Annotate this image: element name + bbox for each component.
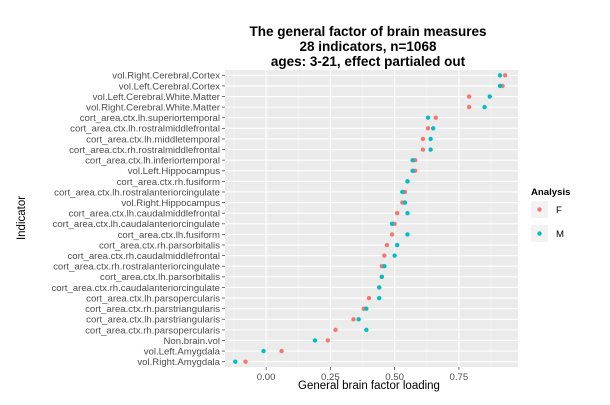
data-point-m	[405, 179, 410, 184]
y-tick-label: cort_area.ctx.rh.caudalanteriorcingulate	[51, 283, 220, 294]
data-point-m	[430, 126, 436, 131]
gridlines	[225, 70, 518, 367]
legend: Analysis F M	[531, 187, 570, 242]
data-points	[233, 73, 508, 364]
chart-title-line-1: The general factor of brain measures	[249, 24, 486, 39]
legend-label-m: M	[556, 229, 564, 240]
data-point-m	[395, 242, 400, 248]
y-tick-label: cort_area.ctx.rh.parsopercularis	[85, 325, 220, 336]
panel-background	[225, 70, 518, 367]
y-axis-tick-labels: vol.Right.Cerebral.Cortexvol.Left.Cerebr…	[51, 71, 225, 368]
y-tick-label: cort_area.ctx.lh.parstriangularis	[86, 315, 220, 326]
data-point-f	[389, 232, 395, 237]
y-tick-label: Non.brain.vol	[163, 336, 220, 347]
y-tick-label: cort_area.ctx.rh.rostralmiddlefrontal	[69, 145, 220, 156]
y-tick-label: cort_area.ctx.lh.rostralanteriorcingulat…	[54, 187, 220, 198]
y-tick-label: cort_area.ctx.rh.parstriangularis	[85, 304, 220, 315]
data-point-m	[405, 210, 410, 216]
data-point-m	[356, 317, 361, 322]
data-point-f	[333, 327, 338, 333]
y-tick-label: cort_area.ctx.rh.fusiform	[117, 177, 220, 188]
data-point-m	[410, 168, 415, 173]
data-point-m	[497, 73, 503, 78]
y-axis-title: Indicator	[16, 196, 28, 240]
y-tick-label: cort_area.ctx.lh.superiortemporal	[80, 113, 220, 124]
data-point-m	[487, 94, 492, 99]
legend-label-f: F	[556, 205, 562, 216]
y-tick-label: cort_area.ctx.lh.rostralmiddlefrontal	[70, 124, 220, 135]
data-point-m	[402, 200, 408, 205]
data-point-f	[325, 338, 331, 343]
y-tick-label: cort_area.ctx.lh.parsorbitalis	[100, 272, 220, 283]
y-tick-label: cort_area.ctx.lh.parsopercularis	[86, 293, 220, 304]
x-tick-label: 0.00	[257, 372, 276, 383]
y-tick-label: cort_area.ctx.lh.fusiform	[118, 230, 220, 241]
data-point-f	[395, 210, 400, 216]
chart-title-line-3: ages: 3-21, effect partialed out	[271, 54, 466, 69]
y-tick-label: vol.Right.Cerebral.Cortex	[112, 71, 220, 82]
data-point-m	[428, 147, 433, 152]
y-tick-label: cort_area.ctx.lh.caudalanteriorcingulate	[53, 219, 220, 230]
data-point-f	[466, 104, 472, 110]
data-point-f	[502, 73, 508, 78]
y-tick-label: vol.Right.Cerebral.White.Matter	[86, 103, 221, 114]
x-tick-label: 0.25	[321, 372, 340, 383]
y-tick-label: cort_area.ctx.rh.parsorbitalis	[99, 240, 220, 251]
data-point-f	[466, 94, 472, 99]
data-point-m	[382, 264, 387, 269]
legend-key-m	[537, 231, 542, 236]
data-point-f	[382, 253, 387, 258]
data-point-m	[405, 232, 410, 237]
x-axis-tick-labels: 0.00 0.25 0.50 0.75	[257, 367, 468, 383]
y-tick-label: vol.Right.Hippocampus	[121, 198, 220, 209]
data-point-f	[243, 359, 248, 364]
data-point-f	[384, 242, 390, 248]
y-tick-label: vol.Right.Amygdala	[137, 357, 220, 368]
data-point-m	[377, 285, 382, 290]
data-point-m	[425, 115, 431, 120]
legend-title: Analysis	[531, 187, 570, 198]
data-point-f	[420, 147, 426, 152]
data-point-f	[351, 317, 356, 322]
y-tick-label: cort_area.ctx.lh.inferiortemporal	[85, 156, 220, 167]
data-point-m	[410, 157, 415, 163]
data-point-m	[312, 338, 318, 343]
data-point-f	[420, 136, 426, 142]
x-tick-label: 0.50	[385, 372, 404, 383]
data-point-m	[400, 189, 405, 195]
data-point-m	[392, 253, 397, 258]
data-point-m	[482, 104, 487, 110]
data-point-m	[377, 295, 382, 301]
y-tick-label: cort_area.ctx.lh.middletemporal	[86, 134, 220, 145]
y-tick-label: cort_area.ctx.lh.caudalmiddlefrontal	[69, 209, 220, 220]
data-point-m	[389, 221, 395, 227]
data-point-f	[425, 126, 431, 131]
data-point-f	[279, 348, 284, 354]
y-tick-label: cort_area.ctx.rh.caudalmiddlefrontal	[67, 251, 220, 262]
y-tick-label: cort_area.ctx.rh.rostralanteriorcingulat…	[53, 262, 220, 273]
data-point-f	[366, 295, 372, 301]
x-axis-title: General brain factor loading	[298, 380, 440, 392]
y-tick-label: vol.Left.Hippocampus	[128, 166, 220, 177]
legend-key-f	[537, 207, 542, 212]
data-point-m	[364, 306, 369, 311]
x-tick-label: 0.75	[450, 372, 469, 383]
data-point-m	[364, 327, 369, 333]
y-tick-label: vol.Left.Cerebral.Cortex	[119, 81, 221, 92]
y-tick-label: vol.Left.Amygdala	[144, 346, 221, 357]
data-point-m	[261, 348, 266, 354]
data-point-f	[433, 115, 438, 120]
data-point-m	[379, 274, 384, 280]
data-point-m	[497, 83, 503, 89]
data-point-m	[428, 136, 433, 142]
y-tick-label: vol.Left.Cerebral.White.Matter	[93, 92, 221, 103]
data-point-m	[233, 359, 238, 364]
chart-title-line-2: 28 indicators, n=1068	[300, 39, 437, 54]
